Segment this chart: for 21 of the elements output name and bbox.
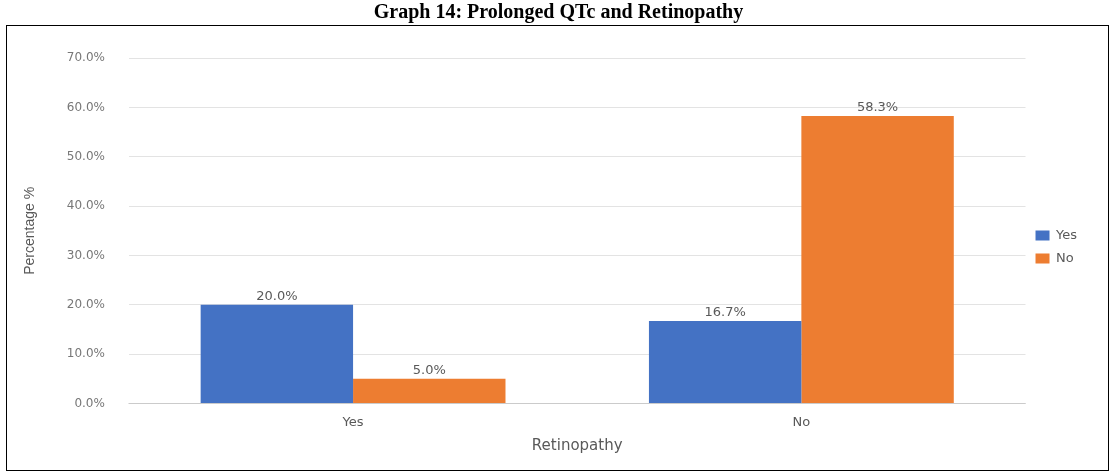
bar (801, 115, 954, 403)
bar (353, 378, 506, 403)
y-tick-label: 20.0% (66, 296, 105, 311)
bar (648, 321, 802, 403)
chart-title: Graph 14: Prolonged QTc and Retinopathy (372, 0, 745, 22)
data-label: 5.0% (412, 361, 446, 377)
data-label: 20.0% (256, 287, 298, 303)
y-tick-label: 60.0% (66, 99, 105, 114)
y-tick-label: 0.0% (74, 395, 105, 410)
x-axis-title: Retinopathy (531, 435, 623, 454)
y-tick-label: 10.0% (66, 346, 105, 361)
y-tick-label: 70.0% (66, 50, 105, 65)
bar (200, 304, 354, 403)
data-label: 16.7% (704, 303, 746, 319)
y-tick-label: 50.0% (66, 148, 105, 163)
y-tick-label: 40.0% (66, 198, 105, 213)
y-axis-title: Percentage % (21, 186, 38, 275)
legend-label: Yes (1055, 226, 1078, 242)
y-tick-label: 30.0% (66, 247, 105, 262)
data-label: 58.3% (856, 98, 899, 114)
legend-label: No (1056, 249, 1074, 265)
